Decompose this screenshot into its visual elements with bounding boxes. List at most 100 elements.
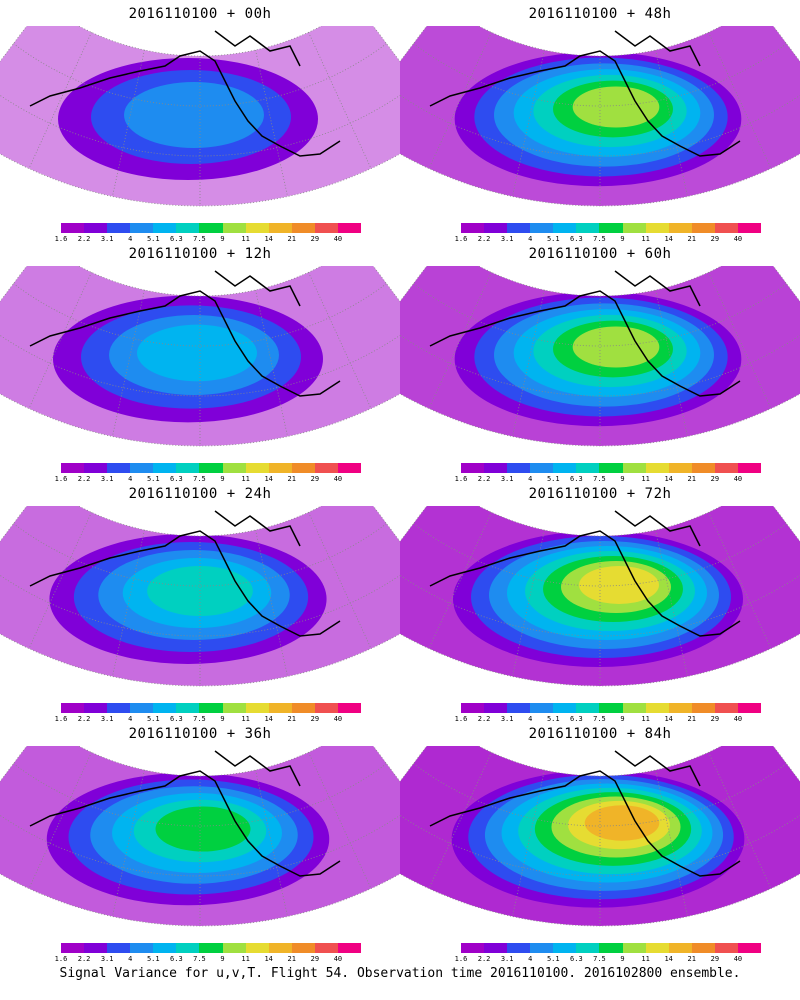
colorbar-swatch (507, 703, 531, 713)
polar-map (0, 746, 400, 927)
colorbar-swatch (553, 703, 577, 713)
colorbar-swatch (268, 223, 292, 233)
polar-map (0, 26, 400, 207)
colorbar-tick-label: 2.2 (477, 475, 491, 483)
colorbar-swatch (314, 463, 338, 473)
colorbar-swatch (222, 943, 246, 953)
colorbar-tick-label: 2.2 (77, 955, 91, 963)
colorbar-swatch (84, 943, 108, 953)
colorbar-tick-label: 14 (664, 715, 673, 723)
colorbar-swatch (268, 463, 292, 473)
colorbar-swatch (622, 703, 646, 713)
variance-field (400, 506, 800, 686)
colorbar-swatch (199, 943, 223, 953)
colorbar-swatch (622, 463, 646, 473)
colorbar-tick-label: 7.5 (593, 715, 606, 723)
colorbar (61, 943, 362, 953)
coastline (429, 510, 741, 637)
colorbar-swatch (337, 703, 362, 713)
colorbar-swatch (199, 223, 223, 233)
colorbar-tick-label: 6.3 (570, 235, 583, 243)
colorbar-tick-label: 9 (620, 955, 625, 963)
colorbar-swatch (691, 703, 715, 713)
colorbar-swatch (737, 943, 762, 953)
polar-map (400, 746, 800, 927)
colorbar-swatch (107, 463, 131, 473)
colorbar-swatch (130, 223, 154, 233)
colorbar-swatch (176, 463, 200, 473)
colorbar-swatch (714, 223, 738, 233)
colorbar-tick-label: 40 (733, 715, 743, 723)
colorbar-tick-label: 7.5 (193, 235, 206, 243)
colorbar-tick-label: 2.2 (77, 475, 91, 483)
colorbar-tick-label: 9 (220, 475, 225, 483)
colorbar-tick-label: 7.5 (193, 475, 206, 483)
colorbar-swatch (61, 943, 85, 953)
colorbar-swatch (153, 463, 177, 473)
colorbar (461, 223, 762, 233)
colorbar-tick-label: 11 (641, 955, 650, 963)
colorbar-swatch (268, 943, 292, 953)
coastline (29, 30, 341, 157)
forecast-panel: 2016110100 + 00h 1.6 2.2 3.1 4 5.1 6.3 7.5 9 11 14… (0, 0, 400, 250)
colorbar-swatch (553, 223, 577, 233)
colorbar-swatch (245, 943, 269, 953)
colorbar-swatch (222, 223, 246, 233)
colorbar-swatch (130, 703, 154, 713)
colorbar-swatch (507, 223, 531, 233)
coastline (29, 510, 341, 637)
colorbar-swatch (599, 943, 623, 953)
colorbar-swatch (645, 703, 669, 713)
colorbar-swatch (530, 463, 554, 473)
colorbar-swatch (691, 223, 715, 233)
polar-map (400, 506, 800, 687)
colorbar-tick-label: 5.1 (546, 475, 560, 483)
colorbar-tick-label: 6.3 (170, 955, 183, 963)
colorbar-swatch (691, 463, 715, 473)
coastline (29, 270, 341, 397)
colorbar-swatch (107, 943, 131, 953)
colorbar-swatch (130, 463, 154, 473)
forecast-panel: 2016110100 + 36h 1.6 2.2 3.1 4 5.1 6.3 7.5 9 11 14… (0, 720, 400, 970)
colorbar-tick-label: 1.6 (454, 715, 468, 723)
colorbar-tick-label: 4 (528, 715, 533, 723)
colorbar-swatch (714, 703, 738, 713)
panel-title: 2016110100 + 12h (128, 246, 272, 262)
colorbar-swatch (337, 943, 362, 953)
colorbar-labels: 1.6 2.2 3.1 4 5.1 6.3 7.5 9 11 14 21 29 40 (455, 715, 761, 725)
colorbar-swatch (245, 223, 269, 233)
colorbar-tick-label: 40 (333, 955, 343, 963)
coastline (429, 30, 741, 157)
forecast-panel: 2016110100 + 24h 1.6 2.2 3.1 4 5.1 6.3 7.5 9 11 14… (0, 480, 400, 730)
colorbar-swatch (530, 703, 554, 713)
colorbar-swatch (268, 703, 292, 713)
colorbar-tick-label: 6.3 (570, 715, 583, 723)
colorbar-tick-label: 29 (710, 955, 720, 963)
colorbar-swatch (691, 943, 715, 953)
colorbar-tick-label: 29 (710, 715, 720, 723)
colorbar-swatch (484, 943, 508, 953)
colorbar-swatch (337, 463, 362, 473)
panel-title: 2016110100 + 60h (528, 246, 672, 262)
colorbar-tick-label: 21 (287, 475, 296, 483)
colorbar-labels: 1.6 2.2 3.1 4 5.1 6.3 7.5 9 11 14 21 29 40 (55, 235, 361, 245)
colorbar-tick-label: 11 (241, 955, 250, 963)
colorbar-tick-label: 2.2 (77, 235, 91, 243)
colorbar-tick-label: 1.6 (54, 235, 68, 243)
colorbar-tick-label: 7.5 (593, 475, 606, 483)
colorbar-tick-label: 21 (287, 715, 296, 723)
forecast-panel: 2016110100 + 60h 1.6 2.2 3.1 4 5.1 6.3 7.5 9 11 14… (400, 240, 800, 490)
colorbar-swatch (645, 223, 669, 233)
colorbar-swatch (461, 943, 485, 953)
colorbar-swatch (199, 703, 223, 713)
colorbar-tick-label: 11 (241, 235, 250, 243)
colorbar-tick-label: 11 (241, 715, 250, 723)
polar-map (400, 266, 800, 447)
polar-map (0, 266, 400, 447)
colorbar-swatch (153, 703, 177, 713)
colorbar-tick-label: 14 (664, 955, 673, 963)
colorbar-swatch (245, 463, 269, 473)
colorbar-swatch (84, 703, 108, 713)
panel-title: 2016110100 + 24h (128, 486, 272, 502)
coastline (429, 270, 741, 397)
